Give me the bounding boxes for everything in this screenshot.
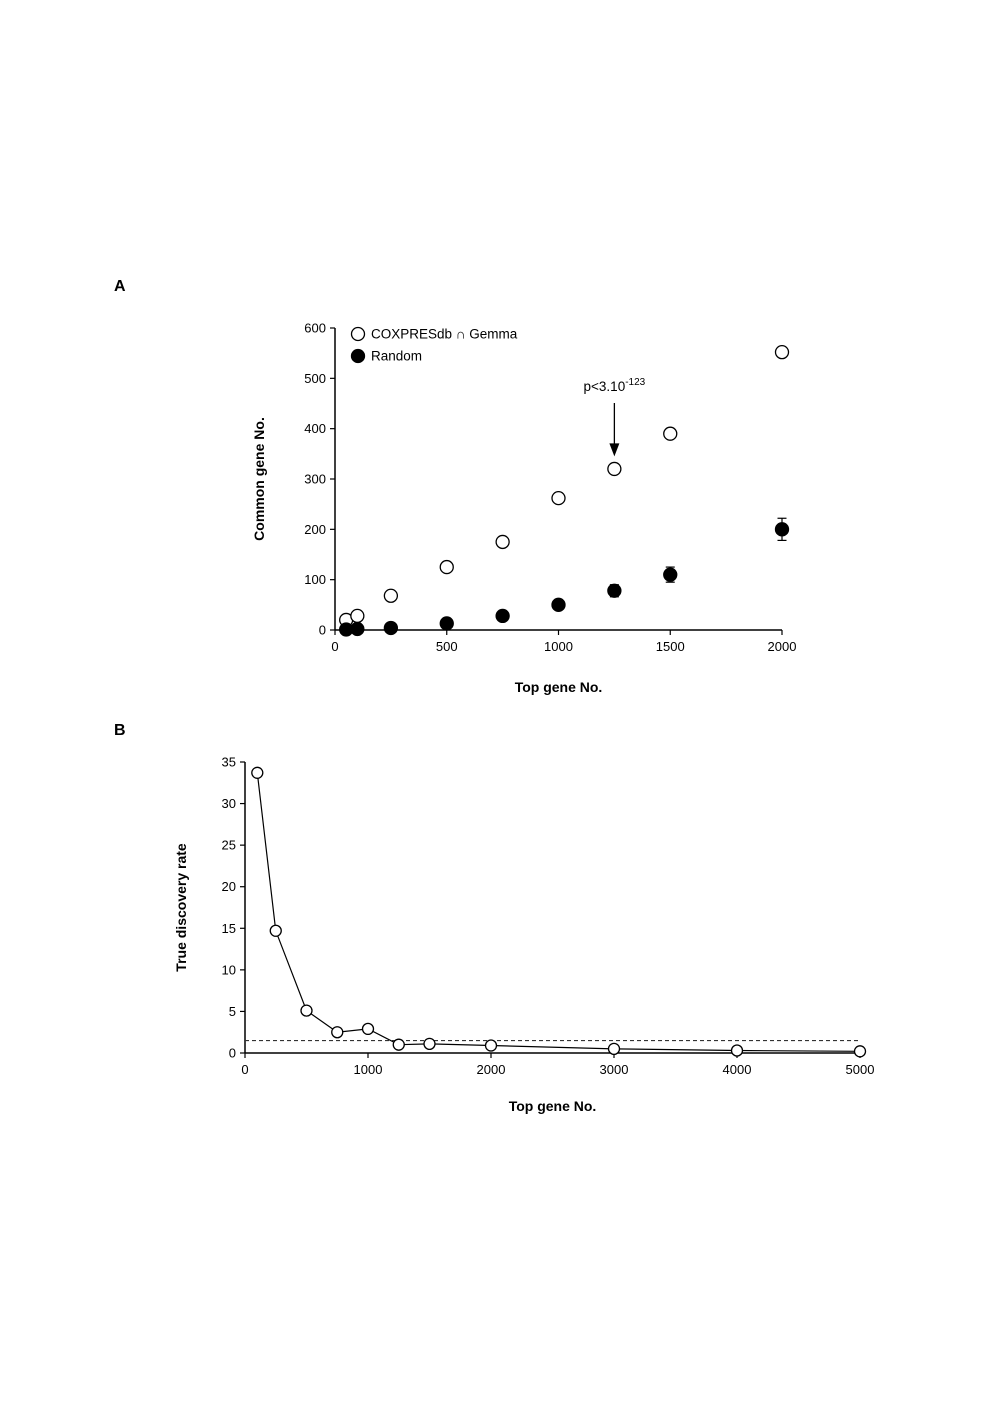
y-tick-label: 100 <box>304 572 326 587</box>
y-tick-label: 15 <box>222 921 236 936</box>
y-tick-label: 30 <box>222 796 236 811</box>
panel-a-label: A <box>114 278 126 295</box>
data-point <box>383 588 399 603</box>
data-point <box>300 1004 313 1017</box>
arrow-head-icon <box>609 443 620 457</box>
data-point <box>607 583 622 598</box>
legend-label: COXPRESdb ∩ Gemma <box>371 327 518 342</box>
x-tick-label: 2000 <box>768 639 797 654</box>
data-point <box>774 522 790 537</box>
axes: 0 1000 2000 3000 4000 5000 0 5 10 15 20 25 30 35 Top g… <box>173 755 874 1115</box>
filled-circle-icon <box>350 348 366 364</box>
panel-b-chart: 0 1000 2000 3000 4000 5000 0 5 10 15 20 25 30 35 Top g… <box>173 755 874 1115</box>
legend-label: Random <box>371 349 422 364</box>
x-tick-label: 4000 <box>723 1062 752 1077</box>
y-tick-label: 500 <box>304 371 326 386</box>
x-axis-label: Top gene No. <box>515 679 603 695</box>
x-tick-label: 1000 <box>354 1062 383 1077</box>
y-tick-label: 20 <box>222 879 236 894</box>
series-open-circle <box>339 345 790 628</box>
data-point <box>350 608 365 624</box>
data-point <box>361 1022 375 1036</box>
data-point <box>423 1037 436 1051</box>
x-tick-label: 0 <box>331 639 338 654</box>
x-tick-label: 5000 <box>846 1062 875 1077</box>
y-tick-label: 0 <box>229 1046 236 1061</box>
data-point <box>774 345 790 360</box>
y-tick-label: 35 <box>222 755 236 770</box>
y-tick-label: 5 <box>229 1004 236 1019</box>
y-tick-label: 0 <box>319 623 326 638</box>
axes: 0 500 1000 1500 2000 0 100 200 300 400 500 600 Top g… <box>251 321 796 696</box>
data-point <box>439 616 454 631</box>
data-point <box>607 1042 621 1055</box>
y-tick-label: 400 <box>304 421 326 436</box>
x-tick-label: 0 <box>241 1062 248 1077</box>
data-point <box>484 1039 498 1052</box>
y-tick-label: 10 <box>222 962 236 977</box>
series-open-circle <box>251 766 867 1058</box>
x-tick-label: 1500 <box>656 639 685 654</box>
p-value-annotation: p<3.10-123 <box>584 377 646 457</box>
data-point <box>551 490 566 506</box>
x-tick-label: 500 <box>436 639 458 654</box>
data-point <box>551 597 566 612</box>
y-tick-label: 200 <box>304 522 326 537</box>
data-point <box>663 567 678 582</box>
data-point <box>439 559 454 575</box>
x-tick-label: 1000 <box>544 639 573 654</box>
y-tick-label: 600 <box>304 321 326 336</box>
y-axis-label: Common gene No. <box>251 417 267 541</box>
panel-a-chart: 0 500 1000 1500 2000 0 100 200 300 400 500 600 Top g… <box>251 321 796 696</box>
data-point <box>392 1038 405 1051</box>
legend: COXPRESdb ∩ Gemma Random <box>350 326 518 364</box>
data-point <box>730 1044 744 1057</box>
data-point <box>853 1045 867 1058</box>
x-axis-label: Top gene No. <box>509 1098 597 1114</box>
y-tick-label: 25 <box>222 838 236 853</box>
data-point <box>663 426 678 441</box>
data-point <box>383 620 399 636</box>
data-point <box>269 924 282 937</box>
panel-b-label: B <box>114 722 126 739</box>
y-axis-label: True discovery rate <box>173 843 189 972</box>
y-tick-label: 300 <box>304 472 326 487</box>
x-tick-label: 3000 <box>600 1062 629 1077</box>
data-point <box>495 608 510 624</box>
p-value-label: p<3.10-123 <box>584 377 646 394</box>
data-point <box>331 1026 344 1039</box>
open-circle-icon <box>350 326 366 342</box>
data-point <box>350 621 365 637</box>
series-filled-circle <box>339 517 790 637</box>
data-point <box>251 766 264 779</box>
series-line <box>256 772 861 1052</box>
data-point <box>607 461 622 477</box>
data-point <box>495 534 510 550</box>
x-tick-label: 2000 <box>477 1062 506 1077</box>
